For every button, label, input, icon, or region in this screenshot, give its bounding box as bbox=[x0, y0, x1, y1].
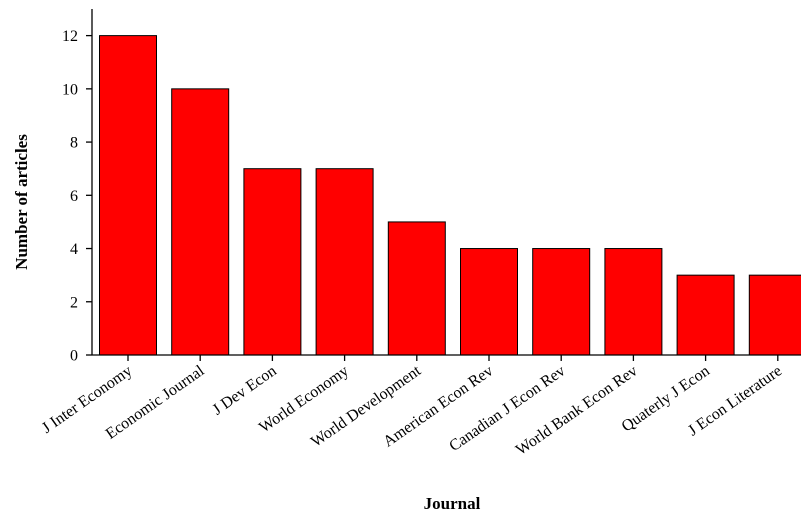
x-tick-label: World Bank Econ Rev bbox=[513, 362, 641, 459]
bar bbox=[171, 88, 230, 356]
x-tick-label: J Dev Econ bbox=[210, 362, 280, 418]
bars bbox=[99, 35, 801, 356]
bar bbox=[460, 248, 518, 356]
y-axis-ticks: 0 2 4 6 8 10 12 bbox=[62, 28, 92, 365]
y-tick-label: 4 bbox=[70, 241, 78, 258]
y-tick-label: 12 bbox=[62, 28, 78, 45]
bar bbox=[676, 274, 735, 356]
y-axis-title: Number of articles bbox=[12, 134, 31, 270]
bar bbox=[748, 274, 801, 356]
bar bbox=[604, 248, 663, 356]
y-tick-label: 2 bbox=[70, 294, 78, 311]
y-tick-label: 0 bbox=[70, 348, 78, 365]
bar bbox=[315, 168, 374, 356]
x-axis-title: Journal bbox=[424, 494, 481, 513]
bar bbox=[387, 221, 446, 356]
y-tick-label: 6 bbox=[70, 188, 78, 205]
bar bbox=[532, 248, 591, 356]
y-tick-label: 10 bbox=[62, 81, 78, 98]
bar bbox=[99, 35, 157, 356]
x-tick-label: Canadian J Econ Rev bbox=[446, 362, 568, 455]
y-tick-label: 8 bbox=[70, 135, 78, 152]
bar bbox=[243, 168, 302, 356]
